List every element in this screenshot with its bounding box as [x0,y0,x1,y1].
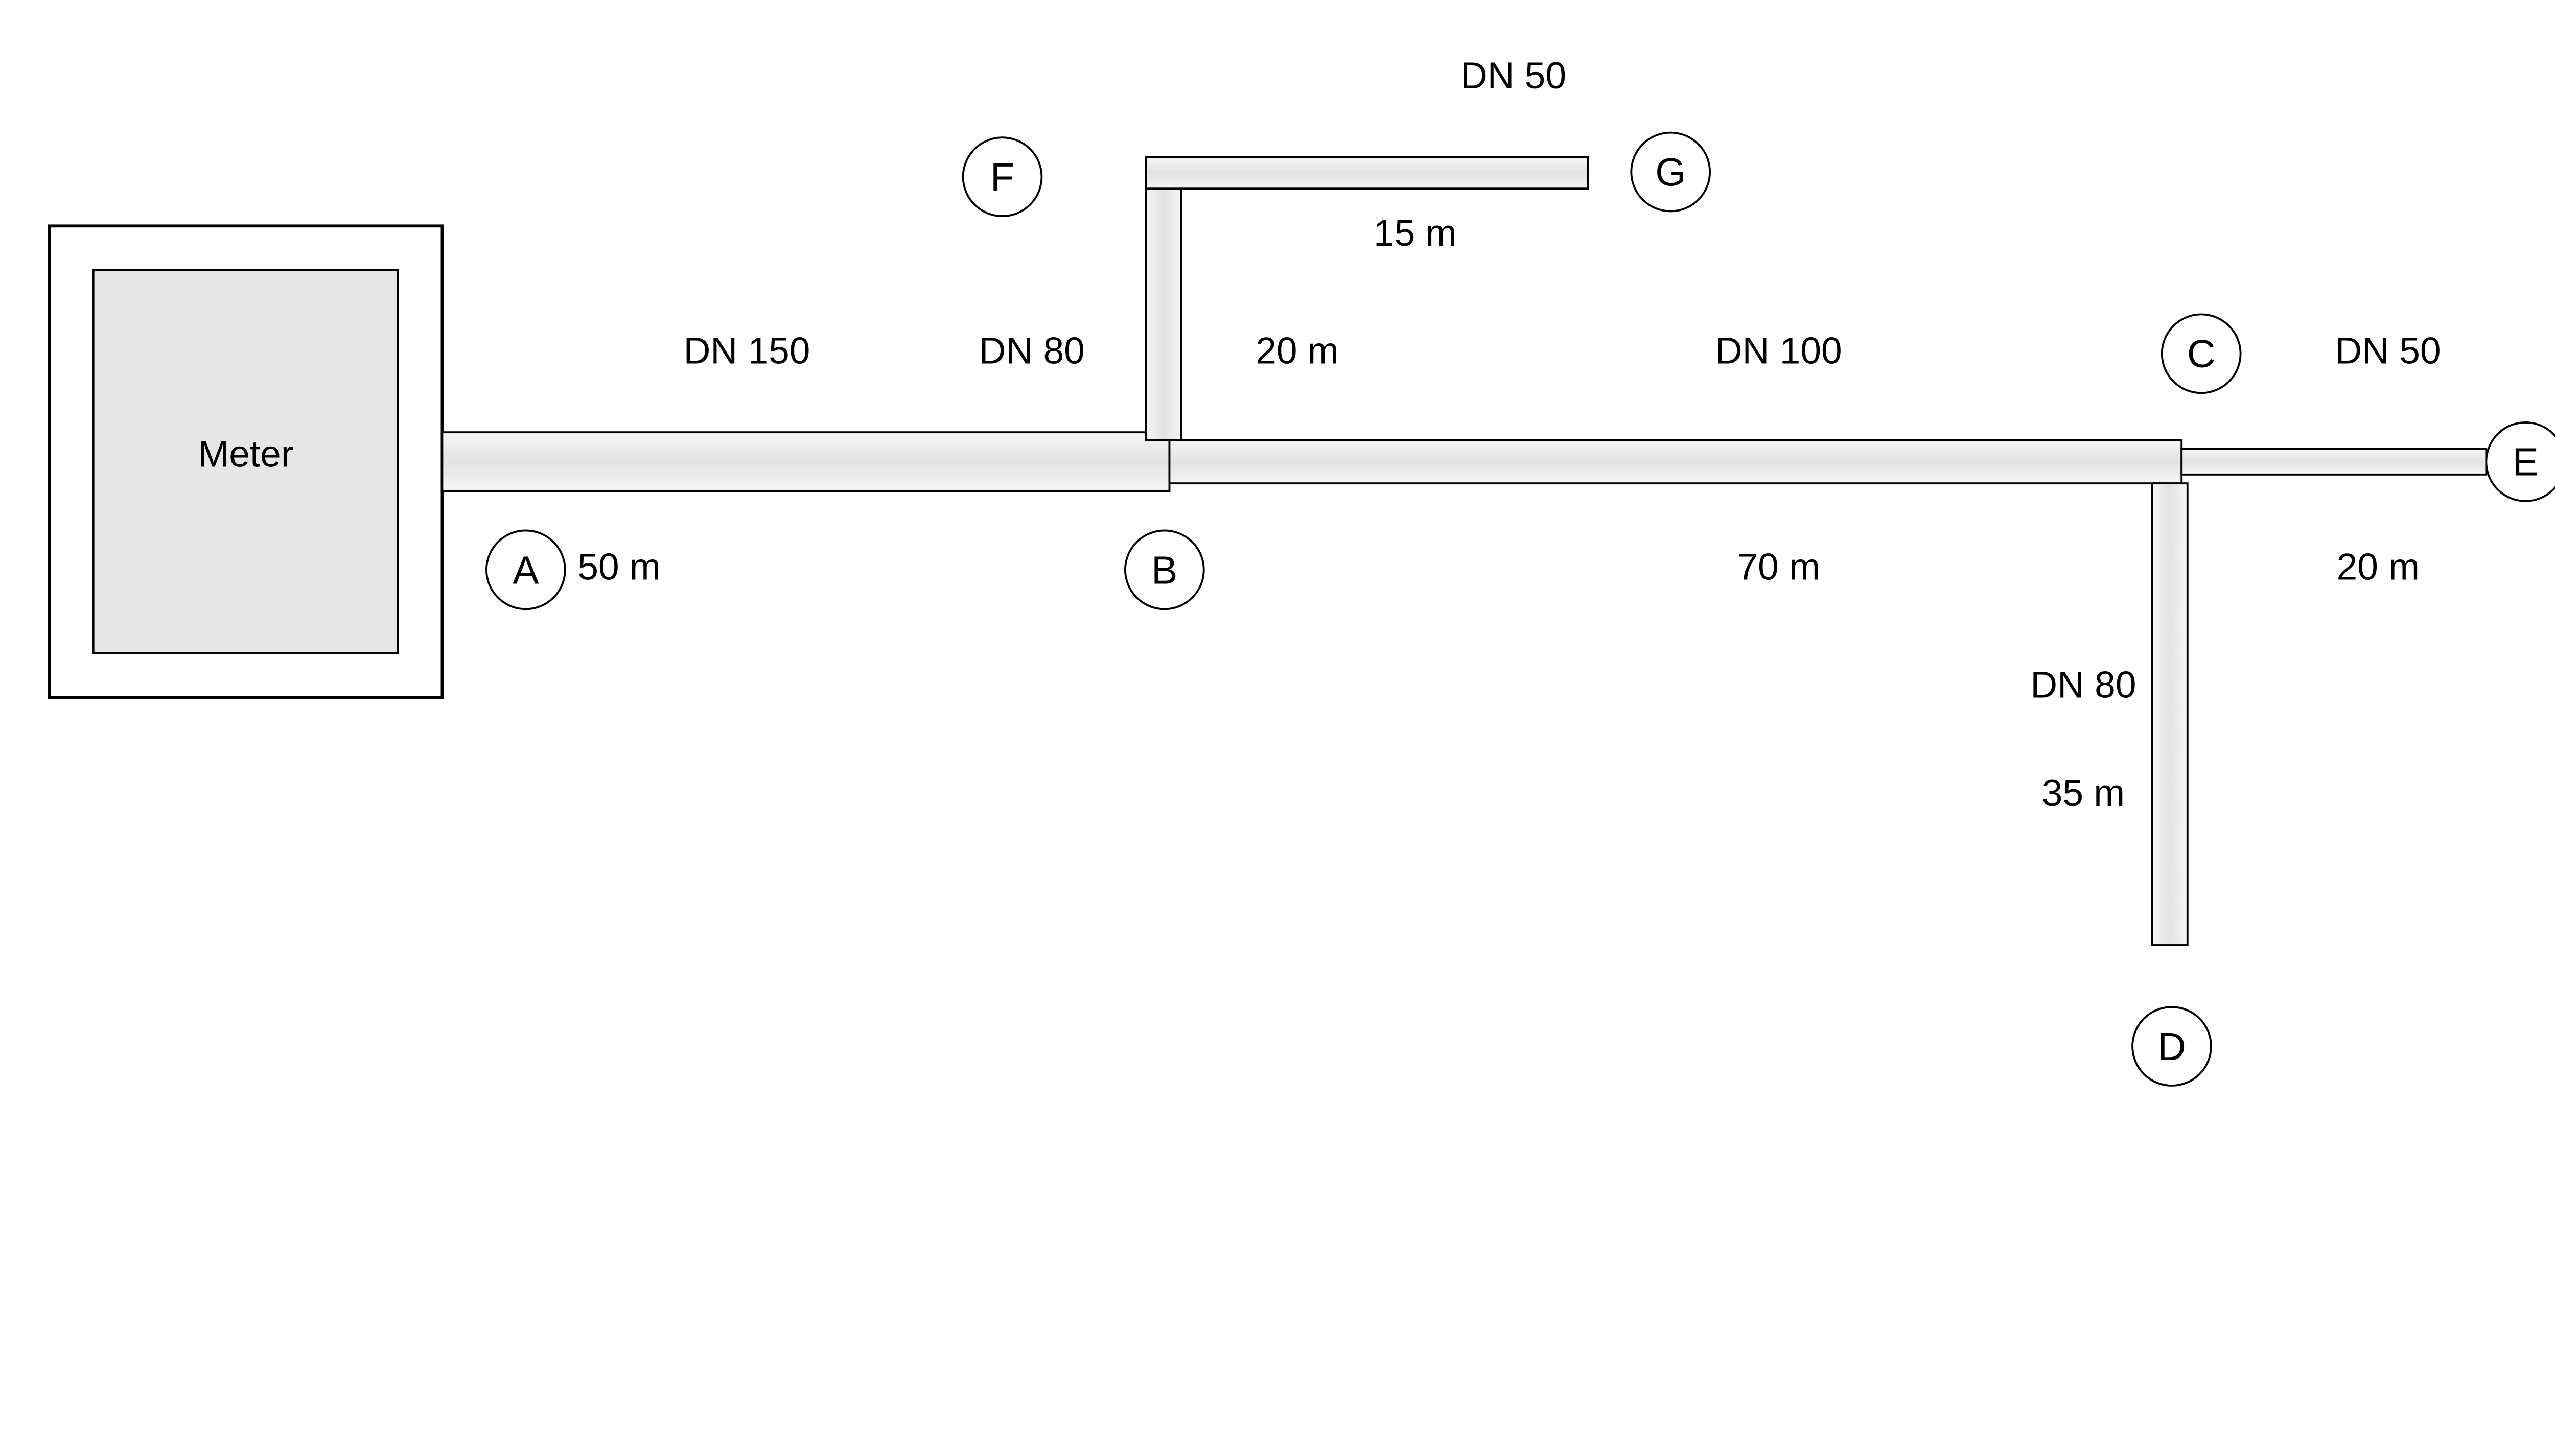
pipe-BC-length: 70 m [1737,547,1820,588]
pipe-AB-dn: DN 150 [684,331,810,372]
pipe-BF-length: 20 m [1256,331,1338,372]
pipe-CE-length: 20 m [2337,547,2420,588]
node-G-label: G [1655,150,1686,194]
pipe-BF-dn: DN 80 [979,331,1085,372]
pipe-BC [1169,440,2181,484]
node-D-label: D [2157,1025,2186,1069]
pipe-CE-dn: DN 50 [2335,331,2441,372]
node-B-label: B [1151,548,1177,592]
pipes-group [442,157,2486,945]
pipe-CD-dn: DN 80 [2030,664,2136,706]
node-E-label: E [2513,440,2539,484]
pipe-AB-length: 50 m [577,547,660,588]
node-F-label: F [990,155,1014,199]
pipe-FG [1146,157,1588,189]
piping-diagram: Meter A B C D E F G DN 150 50 m DN 100 70 m DN 50 2… [0,0,2555,1120]
node-C-label: C [2187,332,2216,376]
pipe-CE [2181,449,2486,475]
meter-label: Meter [198,433,293,475]
nodes-group: A B C D E F G [486,133,2555,1086]
pipe-CD [2152,483,2188,945]
pipe-CD-length: 35 m [2042,772,2125,814]
pipe-AB [442,432,1169,491]
pipe-FG-length: 15 m [1374,213,1456,254]
pipe-BC-dn: DN 100 [1715,331,1842,372]
pipe-FG-dn: DN 50 [1460,55,1566,97]
pipe-BF [1146,157,1181,440]
node-A-label: A [513,548,539,592]
